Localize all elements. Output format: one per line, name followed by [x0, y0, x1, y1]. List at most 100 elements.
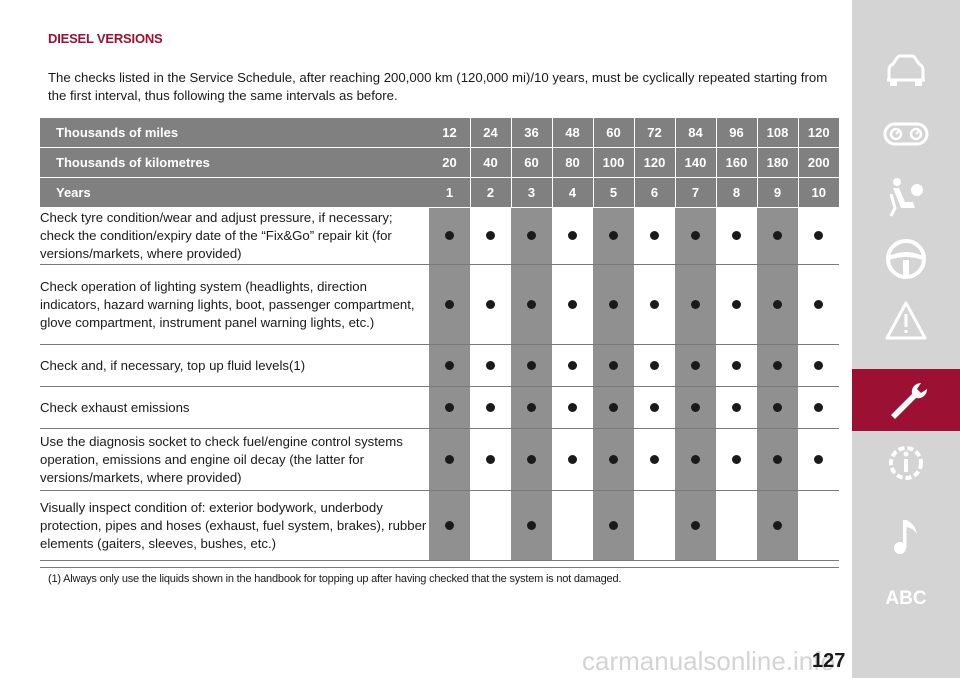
interval-cell — [675, 428, 716, 491]
nav-servicing-care[interactable] — [852, 369, 960, 431]
header-value: 36 — [510, 118, 552, 148]
check-dot — [650, 299, 659, 309]
header-value: 5 — [592, 177, 634, 208]
check-dot — [732, 299, 741, 309]
wrench-icon — [891, 382, 928, 419]
header-value: 8 — [715, 177, 757, 208]
header-value: 24 — [469, 118, 511, 148]
interval-cell — [511, 386, 552, 429]
interval-cell — [675, 207, 716, 265]
check-dot — [691, 360, 700, 370]
header-value: 100 — [592, 147, 634, 178]
interval-cell — [511, 207, 552, 265]
check-dot — [814, 299, 823, 309]
header-value: 60 — [592, 118, 634, 148]
interval-cell — [716, 386, 757, 429]
interval-cell — [716, 428, 757, 491]
check-dot — [650, 454, 659, 464]
header-value: 1 — [428, 177, 470, 208]
check-dot — [650, 231, 659, 240]
check-dot — [445, 454, 454, 464]
interval-cell — [593, 428, 634, 491]
check-description: Check operation of lighting system (head… — [40, 264, 429, 345]
check-dot — [691, 520, 700, 530]
interval-cell — [757, 428, 798, 491]
header-row: Thousands of kilometres 20 40 60 80 100 120 140… — [40, 147, 839, 178]
interval-cell — [593, 207, 634, 265]
interval-cell — [634, 264, 675, 345]
header-value: 60 — [510, 147, 552, 178]
airbag-seat-icon — [889, 178, 923, 217]
check-dot — [814, 454, 823, 464]
interval-cell — [511, 428, 552, 491]
nav-dashboard[interactable] — [852, 104, 960, 166]
intro-paragraph: The checks listed in the Service Schedul… — [48, 70, 828, 103]
interval-cell — [675, 490, 716, 561]
check-dot — [732, 402, 741, 412]
interval-cell — [716, 344, 757, 387]
page-number: 127 — [812, 650, 846, 672]
header-value: 9 — [756, 177, 798, 208]
interval-cell — [429, 490, 470, 561]
header-value: 160 — [715, 147, 757, 178]
header-value: 72 — [633, 118, 675, 148]
table-row: Check and, if necessary, top up fluid le… — [40, 344, 839, 387]
check-dot — [568, 402, 577, 412]
nav-car[interactable] — [852, 42, 960, 104]
check-dot — [814, 402, 823, 412]
check-dot — [527, 520, 536, 530]
interval-cell — [429, 428, 470, 491]
header-value: 40 — [469, 147, 511, 178]
header-value: 3 — [510, 177, 552, 208]
nav-technical-data[interactable] — [852, 432, 960, 494]
check-dot — [691, 231, 700, 240]
header-value: 180 — [756, 147, 798, 178]
check-dot — [568, 454, 577, 464]
interval-cell — [593, 490, 634, 561]
check-dot — [445, 299, 454, 309]
check-dot — [691, 454, 700, 464]
check-dot — [773, 231, 782, 240]
table-row: Use the diagnosis socket to check fuel/e… — [40, 428, 839, 491]
nav-emergency[interactable] — [852, 290, 960, 352]
check-dot — [445, 360, 454, 370]
header-value: 4 — [551, 177, 593, 208]
music-note-icon — [894, 520, 917, 554]
header-row: Thousands of miles 12 24 36 48 60 72 84 96 108 120 — [40, 118, 839, 148]
nav-starting-driving[interactable] — [852, 228, 960, 290]
interval-cell — [470, 207, 511, 265]
car-icon — [887, 54, 925, 86]
interval-cell — [675, 264, 716, 345]
interval-cell — [429, 207, 470, 265]
header-value: 108 — [756, 118, 798, 148]
interval-cell — [593, 386, 634, 429]
header-value: 7 — [674, 177, 716, 208]
check-description: Visually inspect condition of: exterior … — [40, 490, 429, 561]
interval-cell — [798, 207, 839, 265]
nav-safety[interactable] — [852, 166, 960, 228]
check-dot — [445, 520, 454, 530]
nav-index[interactable]: ABC — [852, 568, 960, 630]
info-gear-icon — [889, 446, 923, 480]
header-value: 20 — [428, 147, 470, 178]
header-label: Thousands of miles — [40, 118, 430, 148]
check-dot — [568, 231, 577, 240]
check-dot — [732, 454, 741, 464]
interval-cell — [511, 344, 552, 387]
header-value: 200 — [797, 147, 839, 178]
interval-cell — [716, 207, 757, 265]
nav-multimedia[interactable] — [852, 504, 960, 566]
header-value: 48 — [551, 118, 593, 148]
interval-cell — [675, 344, 716, 387]
interval-cell — [470, 490, 511, 561]
check-dot — [814, 360, 823, 370]
header-value: 140 — [674, 147, 716, 178]
interval-cell — [757, 207, 798, 265]
check-description: Use the diagnosis socket to check fuel/e… — [40, 428, 429, 491]
check-dot — [609, 520, 618, 530]
check-dot — [445, 231, 454, 240]
chapter-sidebar: ABC — [852, 0, 960, 678]
interval-cell — [798, 344, 839, 387]
check-dot — [773, 520, 782, 530]
check-dot — [732, 360, 741, 370]
